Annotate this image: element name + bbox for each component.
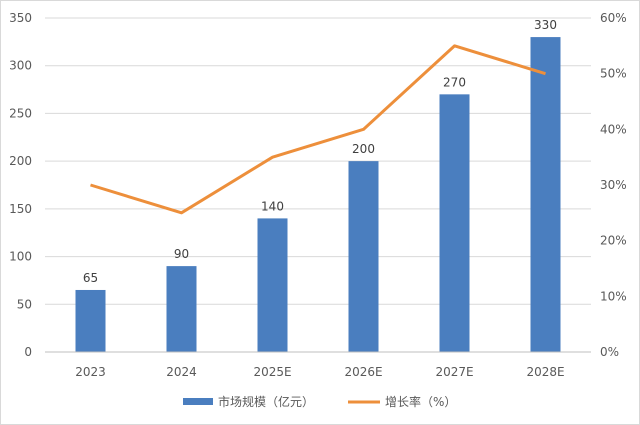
y-left-tick-label: 200 [9, 154, 32, 168]
x-tick-label: 2028E [526, 365, 564, 379]
bar-2028E [530, 37, 561, 352]
y-left-tick-label: 250 [9, 106, 32, 120]
bar-data-label: 140 [261, 199, 284, 213]
growth-rate-line [90, 44, 546, 215]
x-tick-label: 2024 [166, 365, 197, 379]
bar-data-label: 200 [352, 142, 375, 156]
bar-2027E [439, 94, 470, 352]
bar-data-label: 270 [443, 75, 466, 89]
x-tick-label: 2023 [75, 365, 106, 379]
y-left-tick-label: 0 [24, 345, 32, 359]
bar-data-label: 90 [174, 247, 189, 261]
y-left-tick-label: 150 [9, 202, 32, 216]
legend-swatch-bar [183, 398, 213, 405]
y-right-tick-label: 20% [600, 234, 627, 248]
bar-2026E [348, 161, 379, 352]
y-right-tick-label: 10% [600, 289, 627, 303]
y-right-tick-label: 30% [600, 178, 627, 192]
bar-2025E [257, 218, 288, 352]
x-tick-label: 2025E [253, 365, 291, 379]
y-left-tick-label: 350 [9, 11, 32, 25]
x-tick-label: 2027E [435, 365, 473, 379]
y-left-tick-label: 300 [9, 59, 32, 73]
y-right-tick-label: 50% [600, 67, 627, 81]
y-right-tick-label: 60% [600, 11, 627, 25]
legend-label-line: 增长率（%） [385, 394, 456, 409]
bar-data-label: 65 [83, 271, 98, 285]
y-left-tick-label: 50 [17, 297, 32, 311]
legend-label-bar: 市场规模（亿元） [218, 394, 314, 409]
y-right-tick-label: 40% [600, 122, 627, 136]
bar-2023 [75, 289, 106, 352]
y-right-tick-label: 0% [600, 345, 619, 359]
x-tick-label: 2026E [344, 365, 382, 379]
legend: 市场规模（亿元） 增长率（%） [183, 394, 456, 409]
bar-2024 [166, 266, 197, 352]
bar-data-label: 330 [534, 18, 557, 32]
y-left-tick-label: 100 [9, 250, 32, 264]
